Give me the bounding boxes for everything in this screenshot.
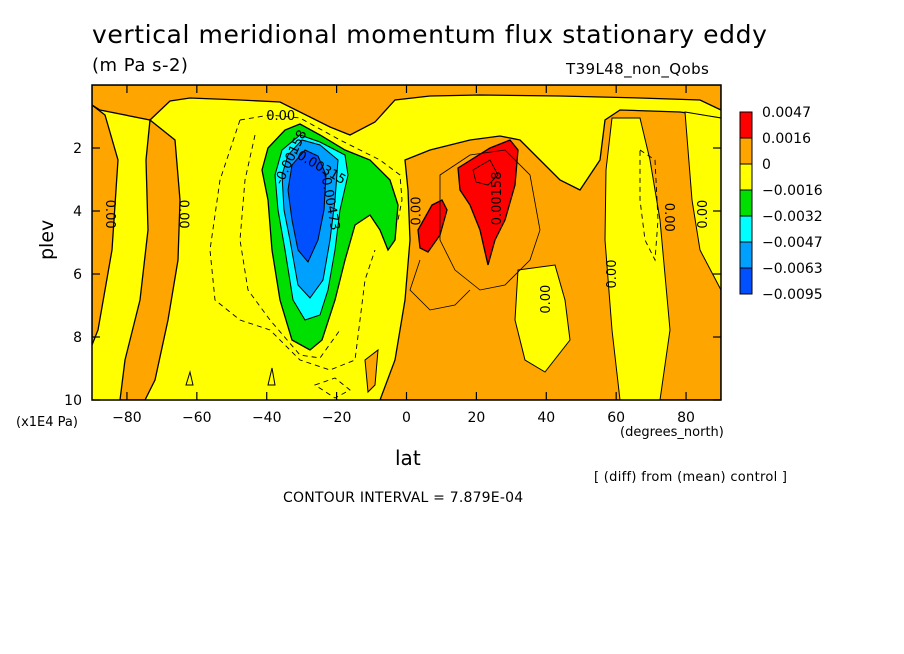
dashed-contour-1	[209, 114, 403, 371]
legend-swatch-5	[739, 241, 753, 269]
x-tick-label-6: 40	[537, 410, 555, 426]
contour-label-4: 0.00	[102, 200, 117, 229]
blip-2	[267, 367, 276, 386]
region-yellow-island1	[514, 264, 571, 373]
legend-swatch-0	[739, 111, 753, 139]
y-axis-unit: (x1E4 Pa)	[16, 415, 78, 430]
y-axis: 2 4 6 8 10	[64, 141, 721, 409]
legend-label-6: −0.0063	[762, 261, 823, 277]
blip-1	[185, 370, 194, 386]
contour-label-11: 0.00	[696, 200, 711, 229]
thin-contour-3	[409, 259, 471, 311]
x-tick-label-0: −80	[112, 410, 142, 426]
legend-swatch-3	[739, 189, 753, 217]
region-orange-left	[92, 104, 119, 346]
x-tick-label-8: 80	[677, 410, 695, 426]
x-tick-label-5: 20	[467, 410, 485, 426]
region-orange-small	[364, 348, 379, 394]
chart-title: vertical meridional momentum flux statio…	[92, 20, 768, 49]
legend-label-7: −0.0095	[762, 287, 823, 303]
run-id: T39L48_non_Qobs	[566, 60, 710, 78]
y-tick-label-3: 8	[73, 330, 82, 346]
y-tick-label-4: 10	[64, 393, 82, 409]
chart-units: (m Pa s-2)	[92, 55, 189, 76]
x-tick-label-4: 0	[402, 410, 411, 426]
dashed-contour-4	[313, 377, 351, 399]
x-axis-unit: (degrees_north)	[620, 425, 724, 440]
contour-label-7: 0.00158	[490, 172, 505, 226]
legend-label-0: 0.0047	[762, 105, 811, 121]
comparison-note: [ (diff) from (mean) control ]	[594, 470, 788, 485]
dashed-contour-3	[639, 149, 659, 262]
filled-contours	[92, 85, 721, 400]
dashed-contour-2	[239, 134, 341, 359]
contour-interval: CONTOUR INTERVAL = 7.879E-04	[283, 490, 524, 506]
x-tick-label-3: −20	[322, 410, 352, 426]
thin-contour-1	[439, 149, 541, 291]
region-yellow-island3	[684, 111, 721, 291]
x-tick-label-7: 60	[607, 410, 625, 426]
contour-label-6: 0.00	[409, 197, 424, 226]
y-axis-label: plev	[36, 219, 58, 260]
legend: 0.0047 0.0016 0 −0.0016 −0.0032 −0.0047 −0.006…	[739, 105, 823, 303]
y-tick-label-2: 6	[73, 267, 82, 283]
x-axis-label: lat	[395, 446, 421, 470]
legend-label-1: 0.0016	[762, 131, 811, 147]
legend-label-5: −0.0047	[762, 235, 823, 251]
contour-label-8: 0.00	[539, 285, 554, 314]
region-orange-upper	[92, 85, 721, 136]
x-axis: −80 −60 −40 −20 0 20 40 60 80	[112, 85, 695, 426]
region-orange-left2	[119, 118, 181, 400]
legend-swatch-4	[739, 215, 753, 243]
contour-label-9: 0.00	[605, 260, 620, 289]
y-tick-label-1: 4	[73, 204, 82, 220]
x-tick-label-1: −60	[182, 410, 212, 426]
contour-label-0: 0.00	[266, 109, 295, 124]
region-blue	[287, 149, 327, 263]
legend-swatch-1	[739, 137, 753, 165]
y-tick-label-0: 2	[73, 141, 82, 157]
legend-label-3: −0.0016	[762, 183, 823, 199]
legend-label-2: 0	[762, 157, 771, 173]
thin-contour-2	[472, 159, 499, 186]
contour-label-10: 0.00	[661, 203, 676, 232]
legend-label-4: −0.0032	[762, 209, 823, 225]
contour-label-5: 0.00	[175, 200, 190, 229]
legend-swatch-2	[739, 163, 753, 191]
legend-swatch-6	[739, 267, 753, 295]
region-yellow-island2	[604, 117, 671, 400]
x-tick-label-2: −40	[252, 410, 282, 426]
